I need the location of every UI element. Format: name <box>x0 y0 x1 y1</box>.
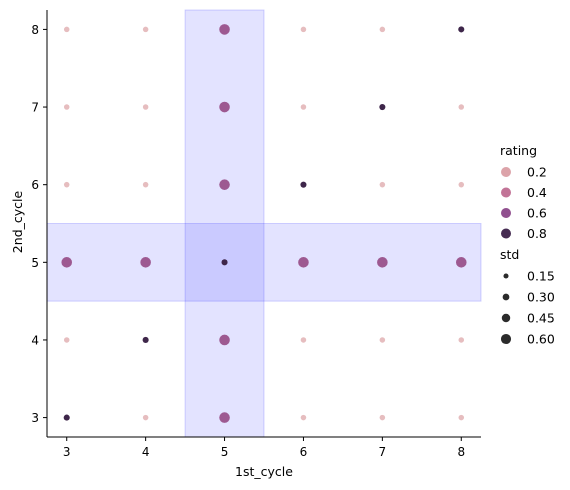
data-point <box>61 257 73 268</box>
data-point <box>458 337 465 343</box>
axes <box>46 10 481 438</box>
data-point <box>142 26 149 33</box>
legend-title-rating: rating <box>500 143 537 158</box>
x-tick-label: 3 <box>63 445 71 459</box>
data-point <box>221 259 228 266</box>
data-point <box>142 181 149 188</box>
data-point <box>219 179 230 190</box>
legend-size-marker <box>503 273 509 279</box>
legend-size-label: 0.15 <box>527 269 555 284</box>
x-axis-label: 1st_cycle <box>235 464 293 479</box>
data-point <box>63 26 70 33</box>
legend-size-items: 0.15 0.30 0.45 0.60 <box>500 269 555 347</box>
data-point <box>142 104 149 110</box>
highlight-band-x <box>184 9 265 438</box>
legend-hue-label: 0.8 <box>527 226 547 241</box>
legend-size-marker <box>501 313 511 323</box>
legend-hue-marker <box>501 208 511 218</box>
data-point <box>300 337 307 343</box>
legend-hue-marker <box>501 167 511 177</box>
legend-hue-label: 0.6 <box>527 206 547 221</box>
data-point <box>63 181 70 188</box>
legend-size-label: 0.30 <box>527 290 555 305</box>
data-point <box>455 257 467 268</box>
x-tick-label: 5 <box>221 445 229 459</box>
y-ticks: 3 4 5 6 7 8 <box>31 23 47 425</box>
legend: rating 0.2 0.4 0.6 0.8 std 0.15 0.30 0.45 0.60 <box>500 143 555 347</box>
y-tick-label: 4 <box>31 333 39 347</box>
data-point <box>300 181 307 188</box>
legend-hue-label: 0.4 <box>527 185 547 200</box>
x-tick-label: 8 <box>457 445 465 459</box>
data-point <box>458 26 465 33</box>
data-point <box>300 26 307 33</box>
highlight-bands <box>46 9 482 438</box>
legend-size-marker <box>502 293 510 301</box>
data-point <box>379 181 386 188</box>
y-tick-label: 3 <box>31 411 39 425</box>
y-tick-label: 6 <box>31 178 39 192</box>
legend-hue-marker <box>501 228 511 239</box>
data-point <box>379 337 386 343</box>
legend-size-label: 0.60 <box>527 332 555 347</box>
data-point <box>300 104 307 110</box>
data-point <box>458 104 465 110</box>
legend-size-label: 0.45 <box>527 311 555 326</box>
data-point <box>63 414 70 421</box>
data-points <box>61 24 467 423</box>
data-point <box>63 337 70 343</box>
data-point <box>379 104 386 111</box>
data-point <box>142 336 149 343</box>
data-point <box>219 101 230 113</box>
data-point <box>458 181 465 188</box>
highlight-band-y <box>46 223 482 302</box>
y-tick-label: 5 <box>31 256 39 270</box>
x-tick-label: 4 <box>142 445 150 459</box>
data-point <box>379 26 386 33</box>
data-point <box>298 257 309 268</box>
data-point <box>300 414 307 421</box>
legend-size-marker <box>500 333 512 345</box>
y-tick-label: 7 <box>31 101 39 115</box>
data-point <box>458 414 465 421</box>
x-tick-label: 6 <box>300 445 308 459</box>
data-point <box>379 414 386 421</box>
data-point <box>140 257 151 268</box>
data-point <box>219 412 230 423</box>
data-point <box>377 257 388 268</box>
y-tick-label: 8 <box>31 23 39 37</box>
legend-hue-items: 0.2 0.4 0.6 0.8 <box>501 165 547 241</box>
data-point <box>219 334 230 346</box>
x-ticks: 3 4 5 6 7 8 <box>63 437 465 459</box>
data-point <box>219 24 230 35</box>
legend-title-std: std <box>500 247 519 262</box>
legend-hue-marker <box>501 187 511 198</box>
data-point <box>63 104 70 110</box>
x-tick-label: 7 <box>379 445 387 459</box>
data-point <box>142 414 149 421</box>
legend-hue-label: 0.2 <box>527 165 547 180</box>
y-axis-label: 2nd_cycle <box>10 191 25 254</box>
